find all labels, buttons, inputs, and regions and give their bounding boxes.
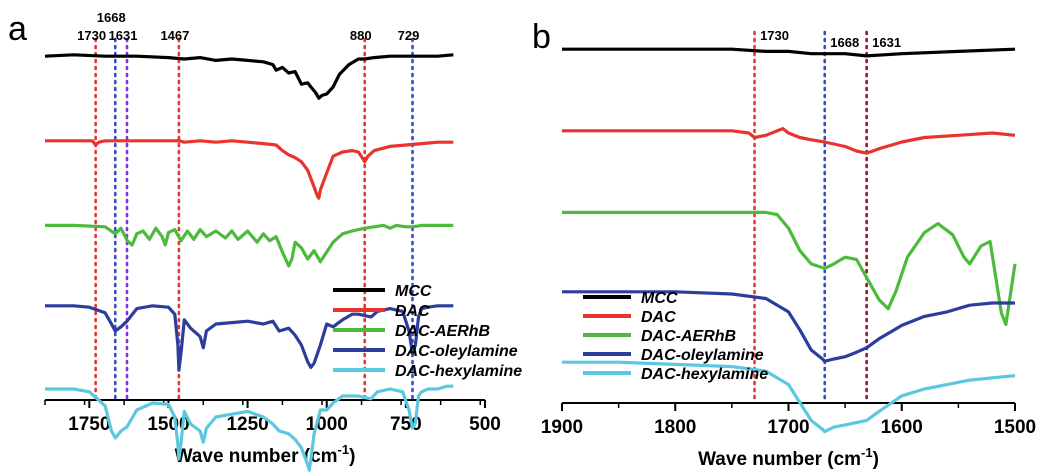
- legend-label: DAC: [641, 309, 676, 326]
- x-axis-label: Wave number (cm-1): [698, 445, 879, 470]
- x-tick-label: 1900: [541, 417, 583, 438]
- legend-label: DAC: [395, 303, 430, 320]
- marker-label: 729: [398, 28, 420, 43]
- x-axis-label-superscript: -1: [338, 442, 350, 457]
- x-axis-label-main: Wave number (cm: [175, 446, 338, 467]
- x-axis-label-close: ): [349, 446, 355, 467]
- x-axis-label-close: ): [873, 449, 879, 470]
- legend-label: DAC-hexylamine: [395, 363, 522, 380]
- series-line-dac-hexylamine: [562, 360, 1016, 434]
- x-tick-label: 1800: [654, 417, 696, 438]
- marker-label: 1631: [872, 35, 901, 50]
- panel-b: b 1900 1800 1700 1600 1500 Wave number (cm-1) 1…: [532, 18, 1036, 470]
- marker-label: 1631: [109, 28, 138, 43]
- x-axis-label: Wave number (cm-1): [175, 442, 356, 467]
- marker-label: 1668: [830, 35, 859, 50]
- series-line-dac-oleylamine: [45, 304, 454, 372]
- panel-a: a 1750 1500 1250 1000 750 500 Wave number (cm-1…: [8, 10, 522, 472]
- x-axis-label-superscript: -1: [861, 445, 873, 460]
- x-tick-label: 1500: [147, 414, 189, 435]
- legend-label: MCC: [641, 290, 678, 307]
- legend-label: DAC-oleylamine: [395, 343, 518, 360]
- panel-label: a: [8, 10, 27, 48]
- series-line-dac-aerhb: [562, 210, 1017, 326]
- x-axis-label-main: Wave number (cm: [698, 449, 861, 470]
- marker-label: 1467: [160, 28, 189, 43]
- series-line-mcc: [44, 53, 454, 100]
- legend-label: DAC-AERhB: [641, 328, 736, 345]
- x-tick-label: 1000: [306, 414, 348, 435]
- series-line-dac: [562, 127, 1016, 155]
- legend-label: MCC: [395, 283, 432, 300]
- legend-label: DAC-hexylamine: [641, 366, 768, 383]
- series-line-dac: [45, 139, 454, 200]
- x-tick-label: 1750: [68, 414, 110, 435]
- x-tick-label: 500: [469, 414, 501, 435]
- legend-label: DAC-AERhB: [395, 323, 490, 340]
- x-tick-label: 1250: [226, 414, 268, 435]
- x-tick-label: 750: [390, 414, 422, 435]
- series-line-dac-oleylamine: [562, 290, 1015, 363]
- marker-label: 880: [350, 28, 372, 43]
- series-line-dac-hexylamine: [45, 384, 454, 472]
- marker-label: 1668: [97, 10, 126, 25]
- marker-label: 1730: [760, 28, 789, 43]
- series-line-dac-aerhb: [45, 223, 454, 268]
- x-tick-label: 1700: [767, 417, 809, 438]
- x-tick-label: 1600: [881, 417, 923, 438]
- series-line-mcc: [562, 47, 1016, 58]
- marker-label: 1730: [77, 28, 106, 43]
- legend-label: DAC-oleylamine: [641, 347, 764, 364]
- x-tick-label: 1500: [994, 417, 1036, 438]
- panel-label: b: [532, 18, 551, 56]
